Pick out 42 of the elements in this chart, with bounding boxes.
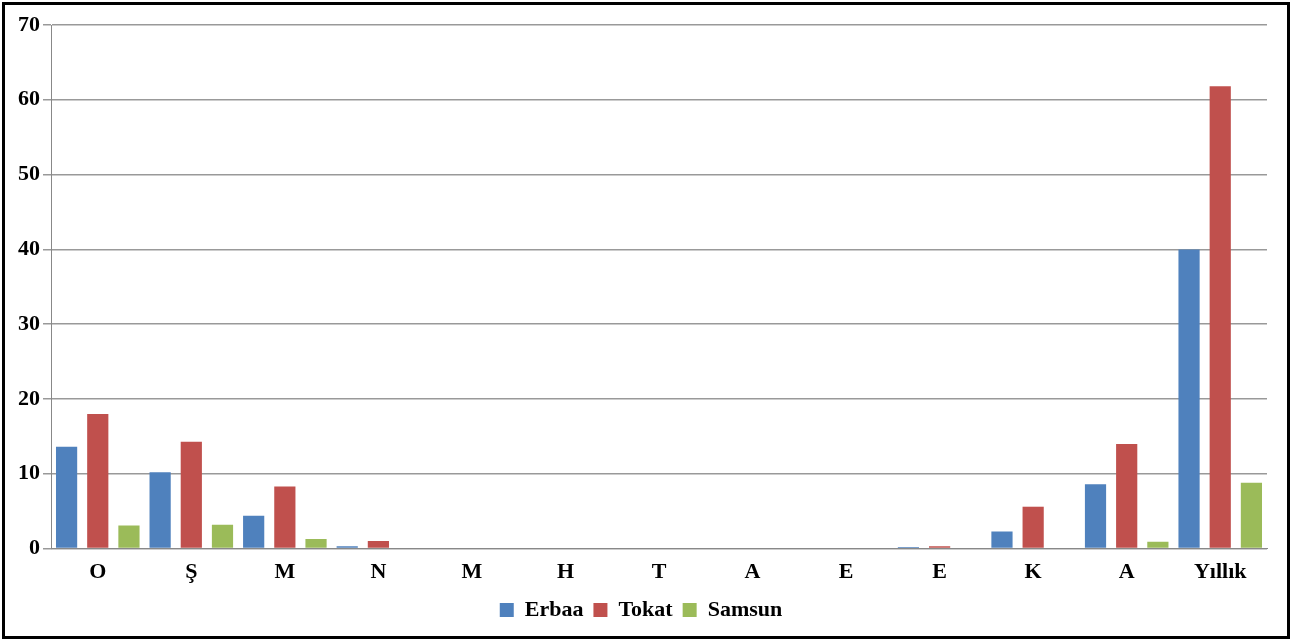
x-tick-label: A [744,558,761,584]
x-tick-label: K [1024,558,1042,584]
bar [1147,541,1169,548]
bar [1178,249,1200,548]
bar [991,531,1013,548]
x-tick-label: A [1118,558,1135,584]
y-tick-label: 60 [18,85,40,111]
bar [274,486,296,548]
x-tick-label: E [838,558,854,584]
y-tick-label: 70 [18,10,40,36]
legend-label: Erbaa [524,595,584,621]
legend-label: Tokat [618,595,674,621]
y-tick-label: 40 [18,235,40,261]
x-tick-label: E [932,558,947,584]
bar [180,441,202,548]
bar [367,541,389,548]
bar [1116,443,1138,548]
x-tick-label: O [89,558,107,584]
x-tick-label: M [274,558,296,584]
x-tick-label: Ş [185,558,198,584]
y-tick-label: 10 [18,459,40,485]
x-tick-label: M [461,558,483,584]
bar [211,524,234,548]
y-tick-label: 30 [18,309,40,335]
bar [1240,482,1263,548]
x-tick-label: N [370,558,387,584]
bar [118,525,140,548]
bar [87,413,109,548]
y-tick-label: 20 [18,384,40,410]
x-tick-label: Yıllık [1193,558,1248,584]
bar [1209,86,1231,548]
y-tick-label: 0 [29,534,40,560]
bar [149,472,171,548]
x-tick-label: H [556,558,575,584]
legend-label: Samsun [707,595,783,621]
bar [305,538,327,548]
x-tick-label: T [651,558,667,584]
bar [55,446,78,548]
y-tick-label: 50 [18,160,40,186]
bar [1084,484,1107,548]
bar [1022,506,1044,548]
bar [243,515,265,548]
